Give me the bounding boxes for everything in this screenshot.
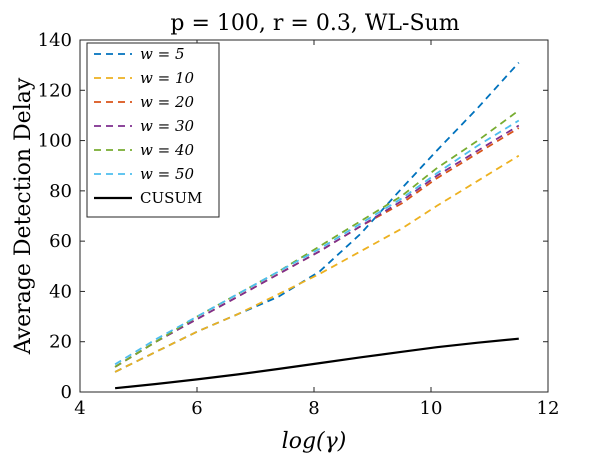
y-tick-label: 100 [38,131,72,152]
x-tick-label: 10 [420,398,443,419]
series-line-w-10 [114,154,520,373]
y-tick-label: 60 [49,231,72,252]
y-tick-label: 120 [38,80,72,101]
legend-label: w = 20 [140,93,194,111]
y-tick-label: 20 [49,332,72,353]
legend-label: w = 10 [140,69,194,87]
chart-title: p = 100, r = 0.3, WL-Sum [170,11,459,36]
legend-label: w = 50 [140,165,194,183]
y-tick-label: 40 [49,281,72,302]
legend-label: w = 40 [140,141,194,159]
y-tick-label: 140 [38,30,72,51]
x-tick-label: 8 [308,398,319,419]
x-tick-label: 6 [191,398,202,419]
legend-label: w = 30 [140,117,194,135]
y-tick-label: 0 [61,382,72,403]
series-line-cusum [114,337,519,390]
legend: w = 5 w = 10 w = 20 w = 30 w = 40 w = 50 CUSUM [86,42,220,218]
series-line-w-30 [114,124,520,368]
y-axis-label: Average Detection Delay [11,77,36,355]
series-line-w-50 [114,119,520,366]
legend-box [86,42,220,218]
axes-box [79,39,549,393]
series-layer [114,61,520,390]
x-tick-label: 12 [537,398,560,419]
legend-label: CUSUM [140,189,202,207]
x-axis-label: log(γ) [282,429,347,454]
x-tick-label: 4 [74,398,85,419]
y-tick-label: 80 [49,181,72,202]
series-line-w-20 [114,127,520,368]
legend-label: w = 5 [140,45,185,63]
